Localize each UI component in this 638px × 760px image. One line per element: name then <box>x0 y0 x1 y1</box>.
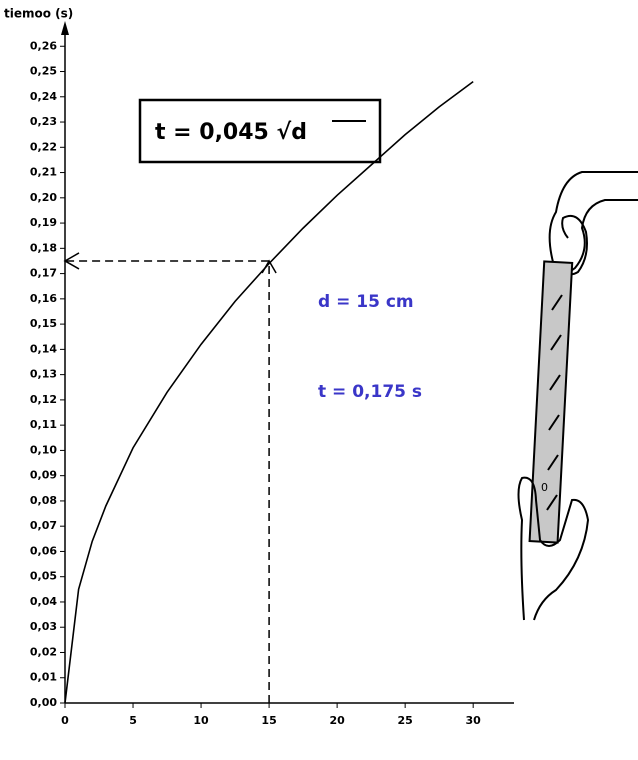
y-tick-label: 0,05 <box>30 570 57 583</box>
x-tick-label: 25 <box>397 714 412 727</box>
chart: tiemoo (s) t = 0,045 √d d = 15 cm t = 0,… <box>0 0 638 760</box>
y-tick-label: 0,22 <box>30 140 57 153</box>
y-tick-label: 0,18 <box>30 241 57 254</box>
y-tick-label: 0,03 <box>30 620 57 633</box>
y-tick-label: 0,12 <box>30 393 57 406</box>
y-tick-label: 0,07 <box>30 519 57 532</box>
y-tick-label: 0,09 <box>30 469 57 482</box>
y-tick-label: 0,23 <box>30 115 57 128</box>
y-tick-label: 0,17 <box>30 267 57 280</box>
x-tick-label: 20 <box>329 714 345 727</box>
y-tick-label: 0,26 <box>30 39 57 52</box>
y-tick-label: 0,02 <box>30 645 57 658</box>
x-tick-label: 15 <box>261 714 276 727</box>
y-tick-label: 0,14 <box>30 342 57 355</box>
y-axis-arrow <box>61 21 69 35</box>
hand-illustration <box>519 172 638 620</box>
y-axis-label: tiemoo (s) <box>4 7 73 21</box>
x-tick-label: 5 <box>129 714 137 727</box>
y-tick-label: 0,19 <box>30 216 57 229</box>
y-tick-label: 0,21 <box>30 166 57 179</box>
y-tick-label: 0,24 <box>30 90 57 103</box>
y-tick-label: 0,01 <box>30 671 57 684</box>
y-tick-label: 0,00 <box>30 696 57 709</box>
y-tick-label: 0,13 <box>30 368 57 381</box>
y-tick-label: 0,10 <box>30 443 57 456</box>
x-tick-label: 0 <box>61 714 69 727</box>
ruler-label: 0 <box>541 481 548 494</box>
y-tick-label: 0,08 <box>30 494 57 507</box>
annotation: d = 15 cm <box>318 292 414 312</box>
x-tick-label: 10 <box>193 714 209 727</box>
y-tick-label: 0,20 <box>30 191 57 204</box>
y-tick-label: 0,06 <box>30 544 57 557</box>
x-tick-label: 30 <box>466 714 482 727</box>
y-tick-label: 0,11 <box>30 418 57 431</box>
y-tick-label: 0,25 <box>30 65 57 78</box>
formula: t = 0,045 √d <box>155 120 307 145</box>
y-tick-label: 0,04 <box>30 595 57 608</box>
y-tick-label: 0,16 <box>30 292 57 305</box>
annotation: t = 0,175 s <box>318 382 422 402</box>
y-tick-label: 0,15 <box>30 317 57 330</box>
